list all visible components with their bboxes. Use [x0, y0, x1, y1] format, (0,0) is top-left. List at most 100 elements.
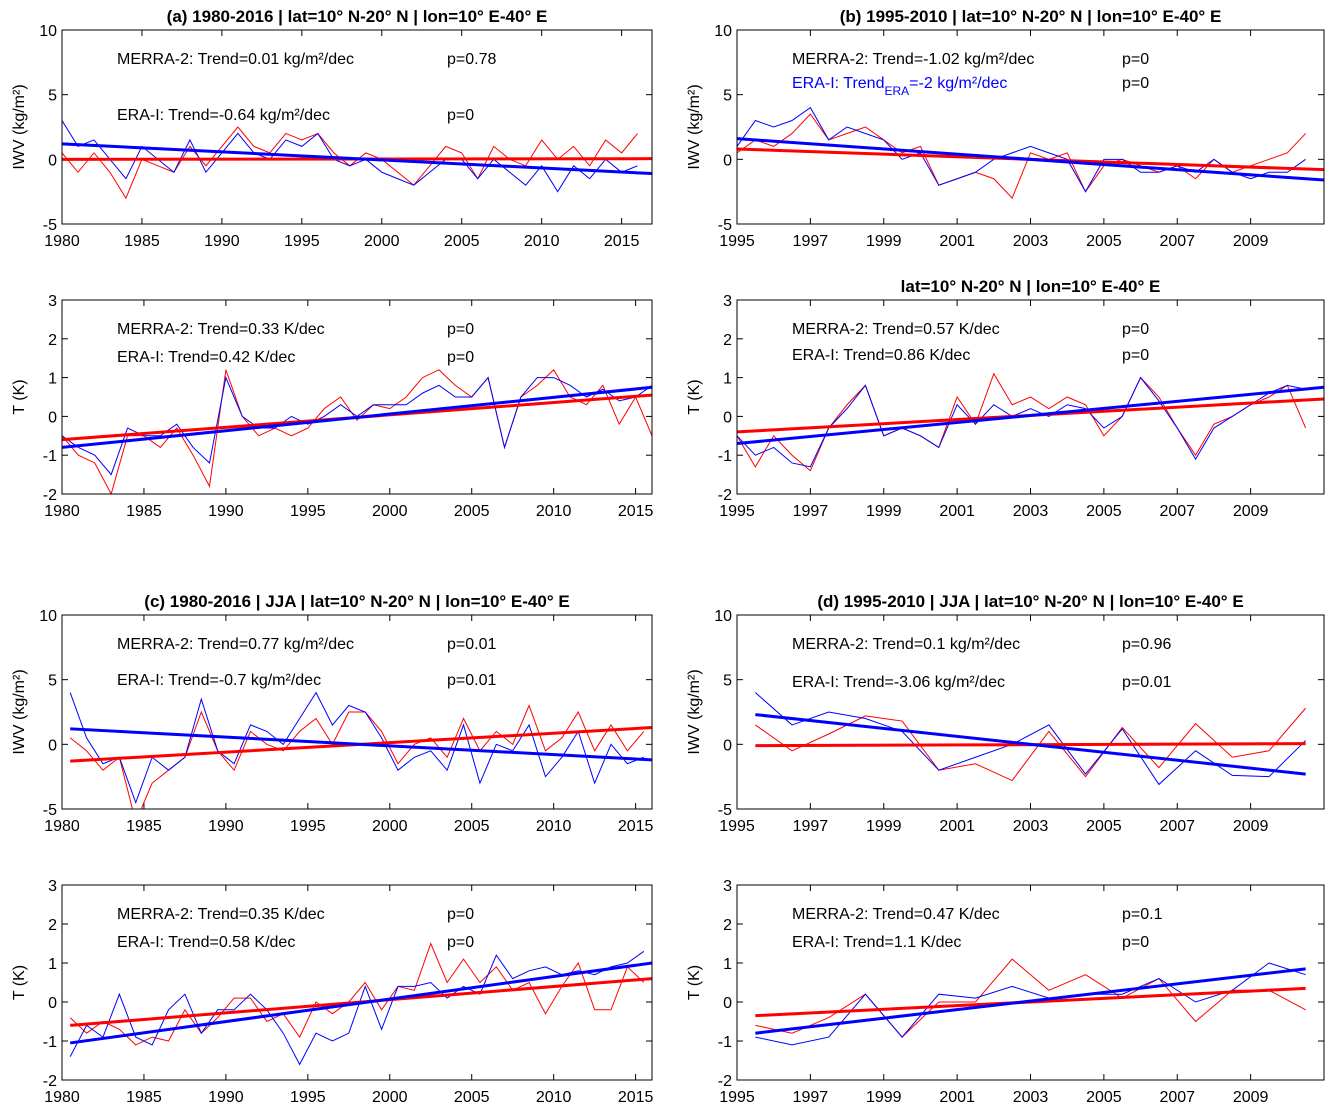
annotation: p=0.1 [1122, 906, 1163, 923]
plot-area [69, 691, 652, 809]
y-tick-label: -2 [718, 1073, 732, 1090]
y-tick-label: -1 [718, 448, 732, 465]
y-tick-label: -5 [43, 802, 57, 819]
y-tick-label: 0 [48, 409, 57, 426]
x-tick-label: 1997 [793, 818, 829, 835]
x-tick-label: 2009 [1233, 818, 1269, 835]
x-tick-label: 2010 [524, 233, 560, 250]
y-axis-label: T (K) [11, 965, 28, 1000]
x-tick-label: 1999 [866, 818, 902, 835]
y-tick-label: 1 [723, 371, 732, 388]
x-tick-label: 1990 [208, 818, 244, 835]
annotation: MERRA-2: Trend=-1.02 kg/m²/dec [792, 51, 1034, 68]
x-tick-label: 2003 [1013, 1089, 1049, 1106]
y-tick-label: 3 [48, 878, 57, 895]
x-tick-label: 2003 [1013, 818, 1049, 835]
trend-line [62, 142, 652, 176]
panel-title: (c) 1980-2016 | JJA | lat=10° N-20° N | … [144, 592, 569, 611]
y-tick-label: 3 [48, 293, 57, 310]
y-tick-label: -2 [43, 487, 57, 504]
y-tick-label: 5 [48, 673, 57, 690]
plot-area [755, 692, 1307, 786]
y-tick-label: 10 [714, 23, 732, 40]
annotation: MERRA-2: Trend=0.01 kg/m²/dec [117, 51, 354, 68]
x-tick-label: 2009 [1233, 233, 1269, 250]
data-line [69, 942, 645, 1046]
x-tick-label: 2005 [454, 818, 490, 835]
annotation: p=0.01 [447, 672, 496, 689]
data-line [737, 113, 1307, 200]
x-tick-label: 1985 [126, 503, 162, 520]
trend-line [755, 713, 1306, 776]
y-axis-label: T (K) [11, 379, 28, 414]
x-tick-label: 2007 [1159, 818, 1195, 835]
y-tick-label: 0 [723, 152, 732, 169]
y-tick-label: 0 [723, 995, 732, 1012]
y-tick-label: 5 [723, 673, 732, 690]
x-tick-label: 1995 [290, 1089, 326, 1106]
annotation: MERRA-2: Trend=0.77 kg/m²/dec [117, 636, 354, 653]
y-tick-label: 1 [723, 956, 732, 973]
y-tick-label: 10 [39, 23, 57, 40]
axes-box [736, 884, 1325, 1081]
y-axis-label: IWV (kg/m²) [11, 669, 28, 754]
data-line [62, 126, 638, 200]
x-tick-label: 2001 [939, 233, 975, 250]
x-tick-label: 2005 [1086, 233, 1122, 250]
x-tick-label: 2001 [939, 818, 975, 835]
x-tick-label: 2007 [1159, 233, 1195, 250]
annotation: p=0 [1122, 51, 1149, 68]
x-tick-label: 2010 [536, 1089, 572, 1106]
annotation: p=0 [447, 349, 474, 366]
y-tick-label: 0 [723, 737, 732, 754]
y-tick-label: 3 [723, 293, 732, 310]
data-line [755, 962, 1306, 1046]
x-tick-label: 1999 [866, 1089, 902, 1106]
y-tick-label: 10 [714, 608, 732, 625]
axes-box [61, 884, 653, 1081]
annotation: p=0 [1122, 347, 1149, 364]
plot-area [737, 372, 1324, 472]
data-line [62, 369, 652, 494]
panel-title: (a) 1980-2016 | lat=10° N-20° N | lon=10… [167, 7, 548, 26]
y-tick-label: 0 [48, 152, 57, 169]
annotation: p=0.01 [447, 636, 496, 653]
x-tick-label: 1997 [793, 233, 829, 250]
x-tick-label: 2003 [1013, 503, 1049, 520]
trend-line [69, 961, 652, 1045]
annotation: ERA-I: Trend=-3.06 kg/m²/dec [792, 674, 1005, 691]
panel: (c) 1980-2016 | JJA | lat=10° N-20° N | … [11, 592, 654, 835]
x-tick-label: 1995 [719, 233, 755, 250]
annotation: p=0 [1122, 321, 1149, 338]
trend-line [737, 385, 1324, 446]
x-tick-label: 2009 [1233, 1089, 1269, 1106]
annotation-part: =-2 kg/m²/dec [909, 75, 1007, 92]
data-line [69, 691, 644, 805]
y-tick-label: -5 [718, 802, 732, 819]
trend-line [62, 385, 652, 449]
y-tick-label: 0 [723, 409, 732, 426]
panel-title: (b) 1995-2010 | lat=10° N-20° N | lon=10… [840, 7, 1222, 26]
annotation-part: ERA [884, 84, 909, 98]
panel-title: (d) 1995-2010 | JJA | lat=10° N-20° N | … [817, 592, 1243, 611]
y-axis-label: IWV (kg/m²) [686, 669, 703, 754]
y-tick-label: 2 [723, 917, 732, 934]
annotation: MERRA-2: Trend=0.57 K/dec [792, 321, 1000, 338]
axes-box [61, 614, 653, 810]
data-line [755, 958, 1306, 1038]
annotation: MERRA-2: Trend=0.47 K/dec [792, 906, 1000, 923]
y-tick-label: 2 [48, 332, 57, 349]
plot-area [69, 942, 652, 1066]
trend-line [70, 727, 652, 762]
y-tick-label: -2 [43, 1073, 57, 1090]
annotation: p=0 [447, 906, 474, 923]
axes-box [61, 29, 653, 225]
x-tick-label: 2000 [372, 503, 408, 520]
y-tick-label: 0 [48, 995, 57, 1012]
data-line [737, 106, 1306, 193]
panel: T (K) -2 -1 0 1 2 3 1980 1985 1990 1995 2000 2005 201… [11, 878, 654, 1106]
x-tick-label: 1997 [793, 503, 829, 520]
x-tick-label: 1995 [290, 503, 326, 520]
x-tick-label: 1995 [719, 818, 755, 835]
x-tick-label: 2009 [1233, 503, 1269, 520]
